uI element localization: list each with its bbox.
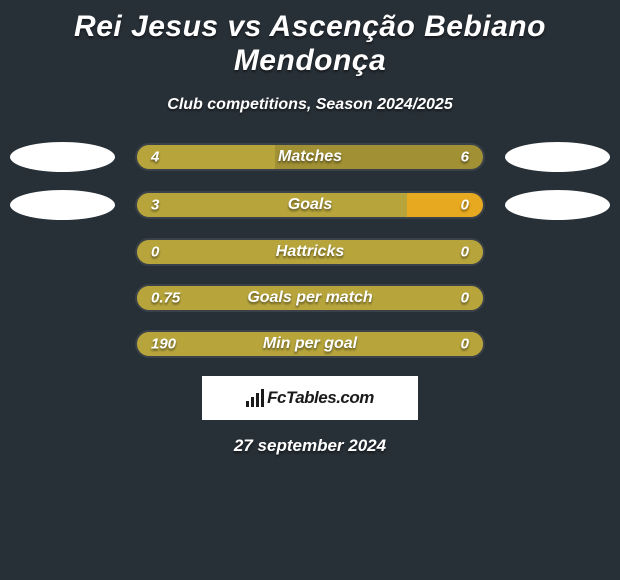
stat-value-right: 0 <box>461 244 469 261</box>
stat-label: Goals per match <box>247 289 372 307</box>
footer-brand-box[interactable]: FcTables.com <box>202 376 418 420</box>
stats-row: Goals per match 0.75 0 <box>0 284 620 312</box>
footer-brand-text: FcTables.com <box>267 388 374 408</box>
bar-track: Min per goal 190 0 <box>135 330 485 358</box>
bar-track: Goals per match 0.75 0 <box>135 284 485 312</box>
stat-label: Hattricks <box>276 243 344 261</box>
bar-track: Hattricks 0 0 <box>135 238 485 266</box>
stat-value-right: 0 <box>461 290 469 307</box>
player-avatar-left <box>10 142 115 172</box>
page-title: Rei Jesus vs Ascenção Bebiano Mendonça <box>0 10 620 78</box>
stat-bar: Hattricks 0 0 <box>135 238 485 266</box>
bar-fill-left <box>137 193 407 217</box>
stat-label: Matches <box>278 148 342 166</box>
bar-fill-right <box>407 193 483 217</box>
bar-track: Matches 4 6 <box>135 143 485 171</box>
bar-track: Goals 3 0 <box>135 191 485 219</box>
stats-row: Matches 4 6 <box>0 142 620 172</box>
stat-bar: Goals per match 0.75 0 <box>135 284 485 312</box>
stat-value-left: 0 <box>151 244 159 261</box>
stat-label: Min per goal <box>263 335 357 353</box>
stat-bar: Goals 3 0 <box>135 191 485 219</box>
player-avatar-right <box>505 190 610 220</box>
player-avatar-left <box>10 190 115 220</box>
stat-value-left: 190 <box>151 336 176 353</box>
player-avatar-right <box>505 142 610 172</box>
stats-row: Hattricks 0 0 <box>0 238 620 266</box>
date: 27 september 2024 <box>0 436 620 456</box>
stat-value-right: 6 <box>461 149 469 166</box>
subtitle: Club competitions, Season 2024/2025 <box>0 96 620 114</box>
stat-bar: Matches 4 6 <box>135 143 485 171</box>
stat-value-right: 0 <box>461 336 469 353</box>
stat-label: Goals <box>288 196 332 214</box>
stats-row: Goals 3 0 <box>0 190 620 220</box>
stats-container: Matches46Goals30Hattricks00Goals per mat… <box>0 142 620 358</box>
stat-value-left: 3 <box>151 197 159 214</box>
stats-row: Min per goal 190 0 <box>0 330 620 358</box>
chart-icon <box>246 389 264 407</box>
stat-value-left: 4 <box>151 149 159 166</box>
stat-value-left: 0.75 <box>151 290 180 307</box>
stat-bar: Min per goal 190 0 <box>135 330 485 358</box>
stat-value-right: 0 <box>461 197 469 214</box>
